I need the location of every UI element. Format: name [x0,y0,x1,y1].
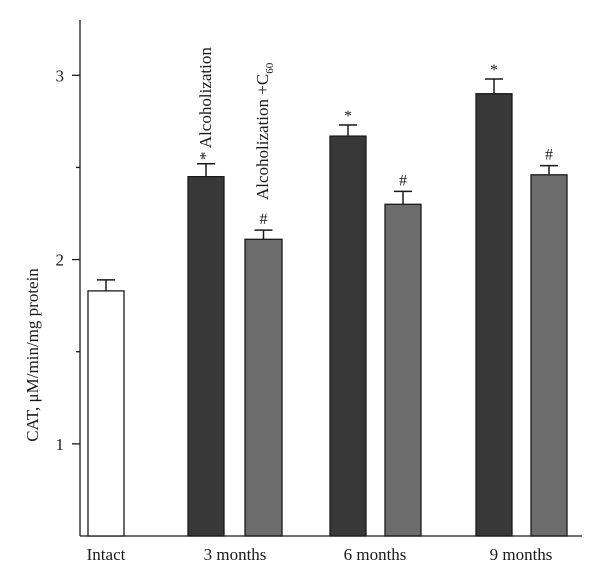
significance-hash: # [399,172,407,189]
significance-hash: # [545,147,553,164]
error-bars-group [97,78,558,291]
series-label-c60-subscript: 60 [264,62,276,74]
y-tick-label: 1 [56,435,65,454]
series-label-alcoholization-mark: * [196,148,215,160]
significance-hash: # [260,211,268,228]
bar-9-months-alcoholization [475,93,513,537]
bar-intact-intact [87,290,125,537]
series-label-alcoholization-c60: Alcoholization +C60 [253,62,276,200]
labels-group: Intact 3 months 6 months 9 months [87,545,553,564]
x-category-label: 9 months [490,545,553,564]
bar-9-months-alcoholization-c60 [530,174,568,537]
bar-3-months-alcoholization [187,175,225,537]
bars-group [87,93,568,537]
x-category-label: Intact [87,545,126,564]
bar-6-months-alcoholization-c60 [384,203,422,537]
series-label-alcoholization: * Alcoholization [196,47,215,160]
series-label-c60-text: Alcoholization +C [253,74,272,200]
bar-6-months-alcoholization [329,135,367,537]
x-category-label: 6 months [344,545,407,564]
significance-asterisk: * [490,62,498,79]
y-tick-label: 2 [56,251,65,270]
y-axis-label: CAT, μM/min/mg protein [23,268,42,442]
y-tick-label: 3 [56,66,65,85]
series-label-alcoholization-text: Alcoholization [196,47,215,149]
bar-3-months-alcoholization-c60 [244,238,283,537]
x-category-label: 3 months [204,545,267,564]
significance-asterisk: * [344,108,352,125]
significance-marks-group: # * # * # [260,62,554,228]
